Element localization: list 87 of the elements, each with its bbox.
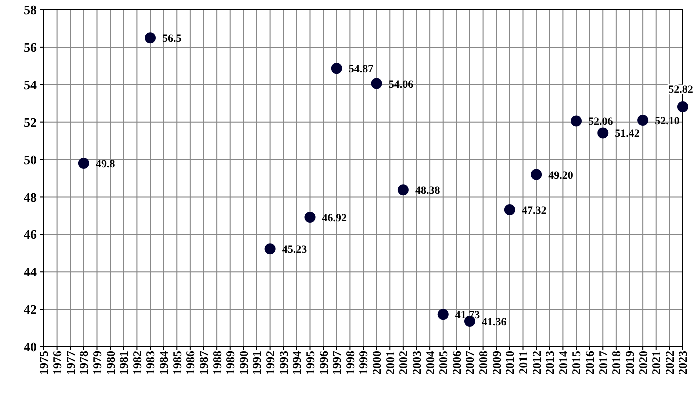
x-tick-label: 1977 [64, 351, 78, 375]
x-tick-label: 2019 [622, 351, 637, 375]
x-tick-label: 2002 [396, 351, 411, 375]
x-tick-label: 2008 [476, 351, 491, 375]
point [678, 101, 688, 112]
x-tick-label: 2015 [570, 351, 584, 375]
point [145, 32, 156, 44]
x-tick-label: 1990 [236, 351, 251, 375]
x-tick-label: 2006 [450, 351, 464, 375]
point [571, 116, 582, 127]
x-tick-label: 2004 [423, 351, 438, 375]
x-tick-label: 2017 [596, 351, 610, 375]
y-tick-label: 54 [24, 77, 38, 92]
x-tick-label: 2011 [516, 351, 530, 374]
x-tick-label: 1997 [330, 351, 344, 375]
x-tick-label: 1986 [184, 351, 198, 375]
data-label: 52.10 [655, 115, 680, 128]
x-tick-label: 2007 [463, 351, 478, 375]
y-tick-label: 42 [24, 302, 37, 318]
data-label: 48.38 [415, 185, 441, 198]
y-tick-label: 48 [24, 190, 38, 205]
x-tick-label: 1991 [250, 351, 264, 375]
point [438, 309, 449, 320]
x-tick-label: 1993 [276, 351, 291, 375]
x-tick-label: 1992 [264, 351, 278, 375]
data-label: 41.36 [482, 316, 508, 329]
y-tick-label: 40 [24, 340, 37, 355]
point [331, 63, 342, 74]
x-tick-label: 2012 [530, 351, 544, 375]
x-tick-label: 1981 [117, 351, 132, 375]
x-tick-label: 2022 [662, 351, 677, 375]
y-tick-label: 46 [24, 227, 38, 242]
x-tick-label: 1994 [290, 351, 304, 375]
data-label: 46.92 [322, 212, 348, 224]
x-tick-label: 2014 [556, 351, 570, 375]
x-tick-label: 1988 [210, 351, 224, 375]
x-tick-label: 2009 [490, 351, 504, 375]
point [304, 212, 316, 223]
data-label: 56.5 [162, 33, 182, 46]
x-tick-label: 1996 [316, 351, 331, 375]
point [264, 244, 276, 255]
x-tick-label: 2001 [383, 351, 398, 375]
x-tick-label: 2020 [636, 351, 650, 375]
x-tick-label: 2010 [503, 351, 518, 375]
x-tick-label: 1984 [157, 351, 172, 375]
x-tick-label: 1999 [356, 351, 371, 375]
x-tick-label: 2005 [436, 351, 451, 375]
data-label: 49.8 [96, 158, 116, 171]
data-label: 54.87 [348, 64, 374, 76]
x-tick-label: 2021 [650, 351, 664, 375]
point [504, 204, 516, 216]
data-label: 49.20 [548, 170, 574, 182]
y-tick-label: 56 [24, 40, 38, 55]
x-tick-label: 1978 [77, 351, 92, 375]
point [371, 78, 382, 90]
data-label: 45.23 [282, 244, 308, 256]
x-tick-label: 2018 [610, 351, 624, 375]
y-tick-label: 58 [24, 2, 38, 18]
x-tick-label: 1987 [196, 351, 211, 375]
x-tick-label: 2000 [370, 351, 384, 375]
point [598, 128, 609, 139]
x-tick-label: 1976 [50, 351, 65, 375]
x-tick-label: 1995 [303, 351, 318, 375]
point [531, 169, 542, 180]
y-tick-label: 44 [24, 264, 38, 280]
data-label: 51.42 [615, 128, 640, 140]
data-label: 47.32 [522, 204, 548, 217]
point [398, 184, 409, 196]
x-tick-label: 2003 [410, 351, 424, 375]
x-tick-label: 1975 [37, 351, 52, 375]
x-tick-label: 1985 [170, 351, 184, 375]
y-tick-label: 52 [24, 114, 37, 130]
x-tick-label: 1989 [224, 351, 238, 375]
point [78, 158, 90, 170]
x-tick-label: 1983 [144, 351, 158, 375]
x-tick-label: 2023 [676, 351, 690, 375]
x-tick-label: 2016 [583, 351, 598, 375]
x-tick-label: 2013 [543, 351, 558, 375]
point [638, 114, 649, 126]
x-tick-label: 1980 [104, 351, 118, 375]
data-label: 52.06 [588, 116, 614, 128]
x-tick-label: 1979 [90, 351, 104, 375]
y-tick-label: 50 [24, 152, 37, 168]
data-label: 54.06 [388, 78, 414, 91]
x-tick-label: 1982 [130, 351, 144, 375]
x-tick-label: 1998 [343, 351, 358, 375]
data-label: 41.73 [455, 310, 481, 322]
